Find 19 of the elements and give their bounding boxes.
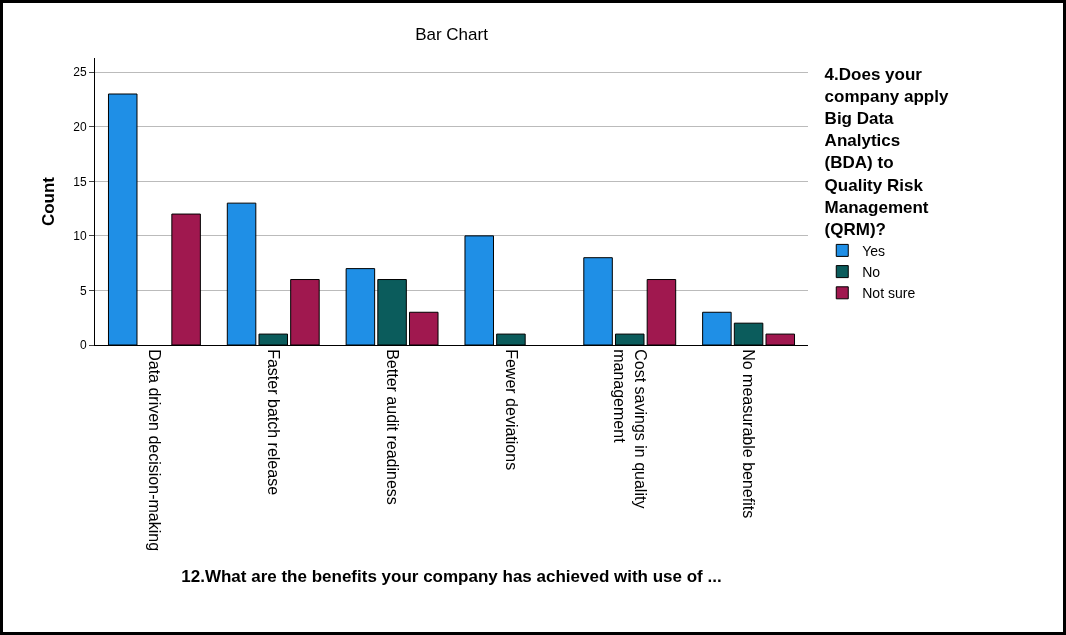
x-tick-label: Faster batch release	[265, 349, 283, 496]
y-tick-label: 15	[73, 174, 87, 189]
y-tick-label: 20	[73, 119, 87, 134]
x-axis-title: 12.What are the benefits your company has achieved with use of ...	[181, 567, 722, 587]
y-tick-label: 5	[79, 283, 87, 298]
x-tick-label: Better audit readiness	[383, 349, 401, 505]
legend-label: Not sure	[862, 285, 916, 302]
x-tick-label: No measurable benefits	[740, 349, 758, 519]
x-tick-label: Data driven decision-making	[146, 349, 164, 552]
legend-label: Yes	[862, 242, 886, 259]
x-tick-label: Cost savings in quality management	[611, 349, 649, 509]
legend-title: 4.Does your company apply Big Data Analytics (BDA) to Quality Risk Management (QRM)?	[824, 65, 949, 239]
y-axis-title: Count	[38, 176, 58, 227]
y-tick-label: 25	[73, 65, 87, 80]
x-tick-label: Fewer deviations	[502, 349, 520, 471]
chart-title: Bar Chart	[415, 25, 489, 45]
legend-label: No	[862, 264, 881, 281]
y-tick-label: 10	[73, 229, 87, 244]
y-tick-label: 0	[79, 338, 87, 353]
